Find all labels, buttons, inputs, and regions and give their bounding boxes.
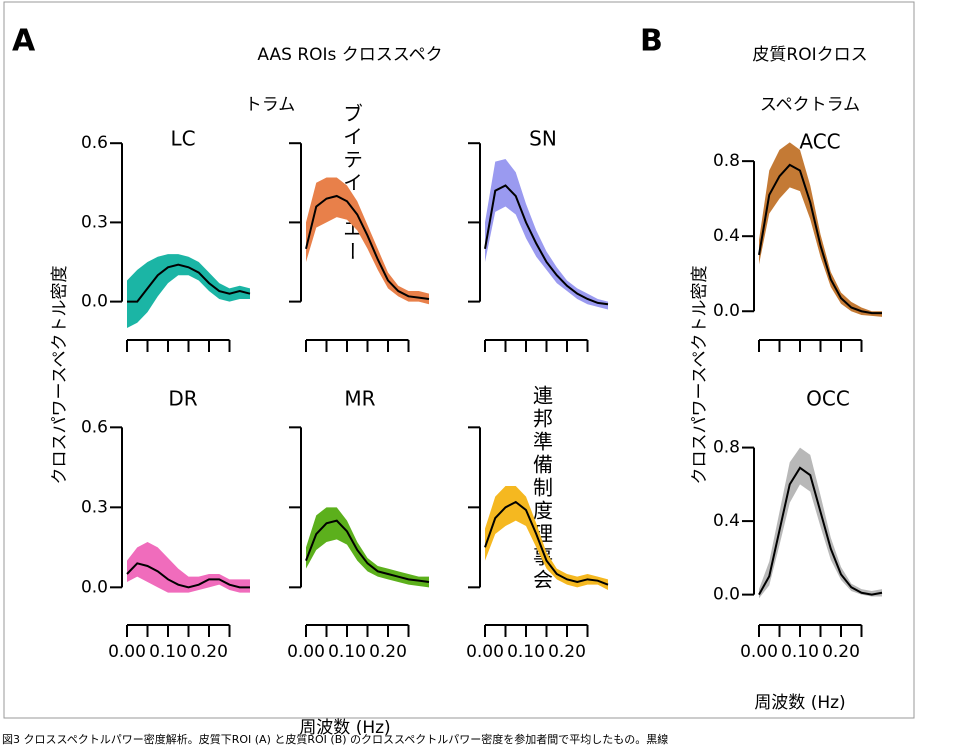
chart-title: OCC	[806, 387, 850, 411]
confidence-band	[759, 142, 882, 317]
x-tick-label: 0.20	[190, 642, 228, 662]
y-axis-label: クロスパワースペクトル密度	[690, 266, 710, 485]
y-tick-label: 0.6	[81, 417, 108, 437]
x-tick-label: 0.00	[287, 642, 325, 662]
x-tick-label: 0.10	[328, 642, 366, 662]
x-tick-label: 0.20	[369, 642, 407, 662]
mean-line	[484, 184, 609, 306]
y-tick-label: 0.6	[81, 133, 108, 153]
y-tick-label: 0.4	[713, 511, 740, 531]
panel-title: 皮質ROIクロススペクトラム	[752, 45, 867, 115]
mean-line	[758, 466, 883, 596]
x-tick-label: 0.20	[548, 642, 586, 662]
x-tick-label: 0.00	[740, 642, 778, 662]
mean-line	[126, 562, 250, 589]
y-tick-label: 0.4	[713, 226, 740, 246]
confidence-band	[306, 177, 429, 305]
chart-title: SN	[529, 127, 557, 151]
panel-label: B	[640, 24, 663, 59]
mean-line	[758, 163, 882, 315]
chart-title: DR	[168, 387, 197, 411]
x-tick-label: 0.00	[466, 642, 504, 662]
y-tick-label: 0.0	[81, 577, 108, 597]
chart-title: MR	[344, 387, 375, 411]
mean-line	[484, 500, 609, 586]
x-axis-label: 周波数 (Hz)	[299, 718, 390, 738]
chart-title: ACC	[799, 130, 840, 154]
y-tick-label: 0.0	[713, 585, 740, 605]
y-axis-label: クロスパワースペクトル密度	[50, 266, 70, 485]
caption: 図3 クロススペクトルパワー密度解析。皮質下ROI (A) と皮質ROI (B)…	[2, 732, 668, 746]
mean-line	[127, 263, 251, 303]
confidence-band	[306, 507, 429, 588]
x-tick-label: 0.20	[822, 642, 860, 662]
x-tick-label: 0.00	[108, 642, 146, 662]
y-tick-label: 0.8	[713, 151, 740, 171]
y-tick-label: 0.0	[713, 301, 740, 321]
panel-label: A	[12, 24, 36, 59]
confidence-band	[485, 486, 608, 590]
x-axis-label: 周波数 (Hz)	[754, 693, 845, 713]
x-tick-label: 0.10	[149, 642, 187, 662]
confidence-band	[485, 159, 608, 310]
frame	[3, 1, 915, 719]
x-tick-label: 0.10	[781, 642, 819, 662]
y-tick-label: 0.3	[81, 212, 108, 232]
mean-line	[305, 519, 430, 583]
mean-line	[305, 194, 430, 300]
x-tick-label: 0.10	[507, 642, 545, 662]
y-tick-label: 0.8	[713, 438, 740, 458]
confidence-band	[127, 254, 250, 328]
chart-title: LC	[170, 127, 195, 151]
y-tick-label: 0.3	[81, 497, 108, 517]
y-tick-label: 0.0	[81, 292, 108, 312]
panel-title: AAS ROIs クロススペクトラム	[245, 45, 443, 115]
confidence-band	[759, 447, 882, 599]
